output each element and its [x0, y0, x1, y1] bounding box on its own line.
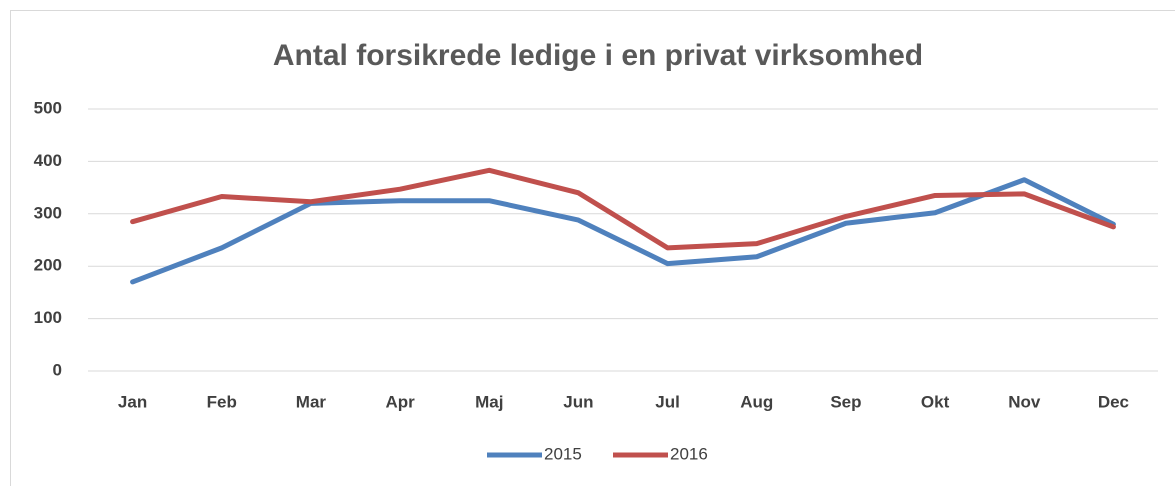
x-tick-label: Jul [655, 392, 680, 411]
y-tick-label: 500 [34, 98, 62, 117]
chart-title: Antal forsikrede ledige i en privat virk… [273, 39, 923, 72]
x-tick-label: Nov [1008, 392, 1041, 411]
y-tick-label: 100 [34, 308, 62, 327]
x-tick-label: Mar [296, 392, 327, 411]
x-tick-label: Okt [921, 392, 950, 411]
x-tick-label: Sep [830, 392, 861, 411]
x-tick-label: Feb [207, 392, 237, 411]
x-tick-label: Apr [385, 392, 415, 411]
y-tick-label: 400 [34, 151, 62, 170]
x-tick-label: Dec [1098, 392, 1129, 411]
x-tick-label: Aug [740, 392, 773, 411]
x-tick-label: Jan [118, 392, 147, 411]
x-tick-label: Jun [563, 392, 593, 411]
x-tick-label: Maj [475, 392, 503, 411]
y-tick-label: 300 [34, 203, 62, 222]
y-tick-label: 0 [53, 360, 62, 379]
legend-label: 2015 [544, 444, 582, 463]
legend-label: 2016 [670, 444, 708, 463]
chart-frame [11, 11, 1175, 487]
y-tick-label: 200 [34, 256, 62, 275]
